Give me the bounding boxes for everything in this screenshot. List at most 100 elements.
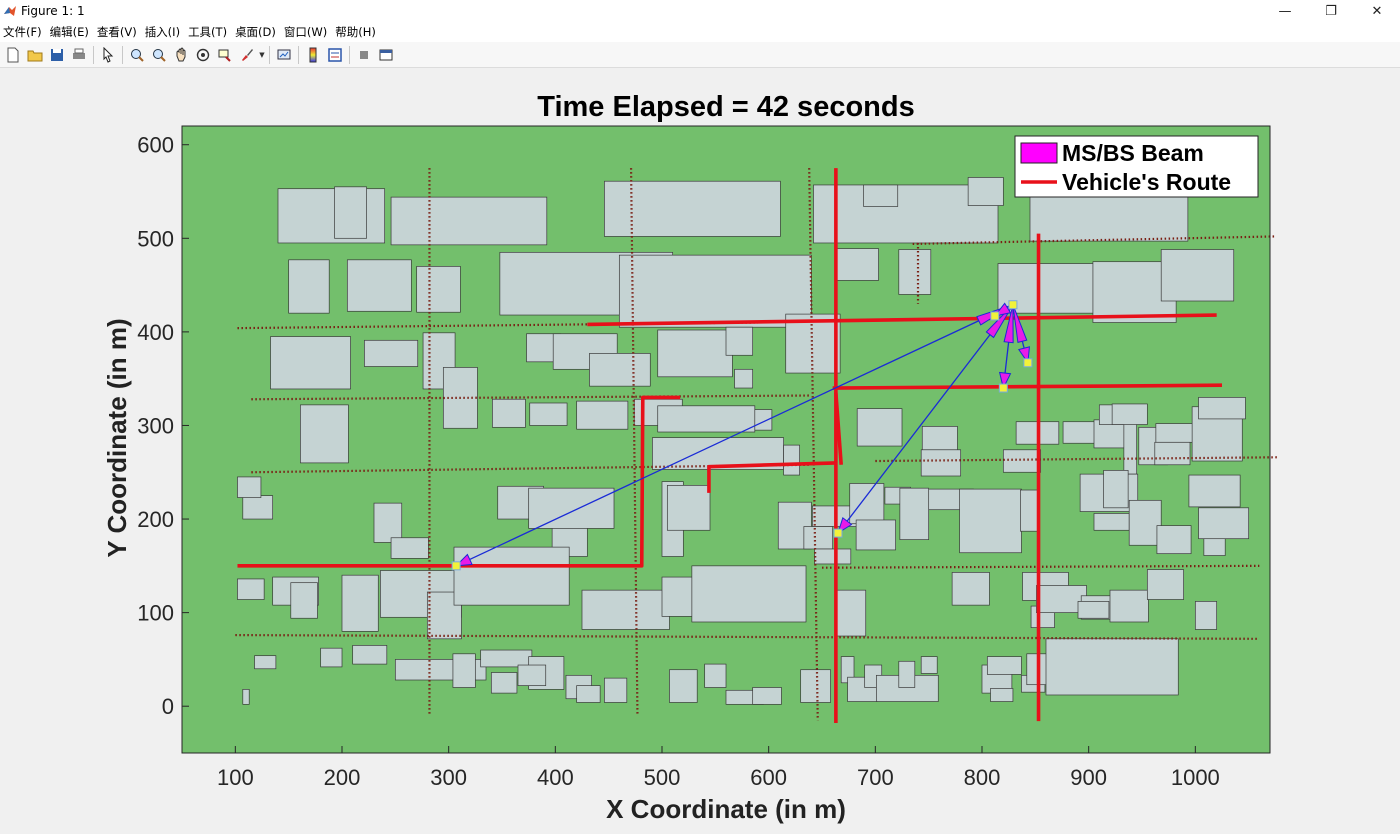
menu-tools[interactable]: 工具(T) <box>188 25 228 39</box>
building <box>492 398 526 428</box>
link-plot-icon[interactable] <box>273 44 295 66</box>
building <box>320 647 343 668</box>
building <box>237 578 265 600</box>
menu-insert[interactable]: 插入(I) <box>144 25 181 39</box>
legend[interactable]: MS/BS Beam Vehicle's Route <box>1014 135 1259 198</box>
x-tick-label: 300 <box>430 765 467 790</box>
mobile-station-marker <box>998 383 1008 393</box>
building <box>528 487 615 529</box>
x-tick-label: 400 <box>537 765 574 790</box>
mobile-station-marker <box>990 311 1000 321</box>
menu-window[interactable]: 窗口(W) <box>283 25 328 39</box>
x-tick-label: 700 <box>857 765 894 790</box>
building <box>1156 525 1192 555</box>
building <box>704 663 727 688</box>
vehicle-route <box>834 392 843 465</box>
beam-line <box>837 304 1014 534</box>
toolbar-separator <box>93 45 94 64</box>
menu-help[interactable]: 帮助(H) <box>335 25 376 39</box>
x-axis-label: X Coordinate (in m) <box>606 794 846 824</box>
mobile-station-marker <box>451 561 461 571</box>
y-tick-label: 300 <box>137 413 174 438</box>
building <box>341 574 379 632</box>
beam-line <box>455 304 1014 567</box>
y-tick-label: 200 <box>137 507 174 532</box>
building <box>863 184 899 207</box>
menu-file[interactable]: 文件(F) <box>3 25 42 39</box>
plot-area: Time Elapsed = 42 seconds X Coordinate (… <box>102 91 1278 824</box>
building <box>849 483 885 525</box>
select-pointer-icon[interactable] <box>97 44 119 66</box>
window-title: Figure 1: 1 <box>21 4 85 18</box>
menu-view[interactable]: 查看(V) <box>96 25 137 39</box>
building <box>920 449 962 477</box>
building <box>300 404 349 464</box>
building <box>1093 513 1130 531</box>
building <box>920 656 938 674</box>
zoom-in-icon[interactable] <box>126 44 148 66</box>
building <box>725 326 754 356</box>
building <box>898 249 932 295</box>
building <box>1029 191 1189 242</box>
dock-icon[interactable] <box>375 44 397 66</box>
building <box>1160 249 1235 302</box>
building <box>856 408 903 447</box>
y-tick-label: 500 <box>137 226 174 251</box>
new-figure-icon[interactable] <box>2 44 24 66</box>
restore-button[interactable]: ❐ <box>1325 3 1337 19</box>
building <box>288 259 330 314</box>
mobile-station-marker <box>833 528 843 538</box>
dotted-road <box>875 456 1278 463</box>
building <box>657 405 756 433</box>
building <box>334 186 367 239</box>
legend-icon[interactable] <box>324 44 346 66</box>
legend-swatch-beam <box>1020 142 1058 164</box>
rotate-3d-icon[interactable] <box>192 44 214 66</box>
vehicle-route <box>707 461 836 493</box>
building <box>1111 403 1148 425</box>
building <box>986 656 1022 675</box>
pan-hand-icon[interactable] <box>170 44 192 66</box>
minimize-button[interactable]: — <box>1278 3 1292 19</box>
building <box>373 502 403 543</box>
ms-beam-patch <box>998 371 1012 390</box>
building <box>990 688 1014 702</box>
building <box>1103 470 1129 509</box>
building <box>1198 507 1250 540</box>
menu-edit[interactable]: 编辑(E) <box>49 25 89 39</box>
zoom-out-icon[interactable] <box>148 44 170 66</box>
mobile-station-marker <box>1023 358 1033 368</box>
colorbar-icon[interactable] <box>302 44 324 66</box>
close-button[interactable]: ✕ <box>1371 3 1383 19</box>
building <box>416 266 461 313</box>
figure-toolbar: ▼ <box>0 42 1400 68</box>
building <box>352 645 388 665</box>
x-tick-label: 900 <box>1070 765 1107 790</box>
data-cursor-icon[interactable] <box>214 44 236 66</box>
building <box>290 582 318 619</box>
building <box>803 526 834 550</box>
building <box>1146 569 1184 600</box>
building <box>1077 601 1110 619</box>
dotted-road <box>821 564 1260 569</box>
brush-icon[interactable] <box>236 44 258 66</box>
legend-entry-label: Vehicle's Route <box>1062 169 1231 195</box>
building <box>967 177 1004 206</box>
x-tick-label: 500 <box>644 765 681 790</box>
chevron-down-icon[interactable]: ▼ <box>259 50 265 59</box>
building <box>1154 441 1191 466</box>
axes-frame <box>181 125 1271 754</box>
legend-entry-label: MS/BS Beam <box>1062 140 1204 166</box>
print-icon[interactable] <box>68 44 90 66</box>
open-file-icon[interactable] <box>24 44 46 66</box>
axes: 100 200 300 400 500 600 700 800 900 1000 0 100 200 30… <box>137 125 1278 790</box>
x-tick-label: 800 <box>964 765 1001 790</box>
hide-tools-icon[interactable] <box>353 44 375 66</box>
building <box>657 329 733 378</box>
x-tick-label: 100 <box>217 765 254 790</box>
menu-desktop[interactable]: 桌面(D) <box>235 25 276 39</box>
save-icon[interactable] <box>46 44 68 66</box>
y-axis-label: Y Coordinate (in m) <box>102 318 132 557</box>
y-tick-label: 600 <box>137 133 174 158</box>
dotted-road <box>808 168 819 721</box>
